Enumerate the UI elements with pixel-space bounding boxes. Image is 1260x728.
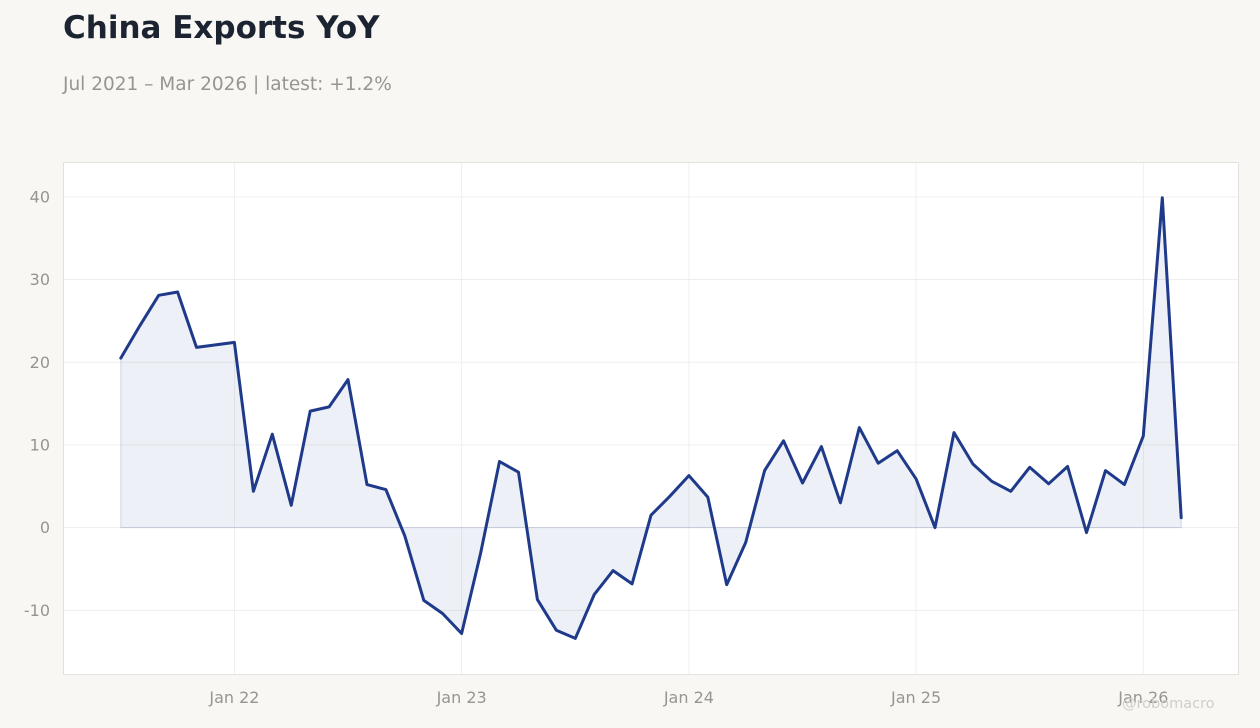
data-point <box>801 482 804 485</box>
y-tick-label: 0 <box>40 518 50 537</box>
data-point <box>119 357 122 360</box>
x-tick-label: Jan 26 <box>1117 688 1168 707</box>
data-point <box>460 632 463 635</box>
x-axis-ticks: Jan 22 Jan 23 Jan 24 Jan 25 Jan 26 <box>208 688 1168 707</box>
y-tick-label: 30 <box>30 270 50 289</box>
data-point <box>593 593 596 596</box>
data-point <box>422 599 425 602</box>
x-tick-label: Jan 22 <box>208 688 259 707</box>
x-tick-label: Jan 25 <box>890 688 941 707</box>
data-point <box>328 405 331 408</box>
grid-lines <box>64 163 1238 674</box>
data-point <box>347 378 350 381</box>
data-point <box>953 431 956 434</box>
data-point <box>195 346 198 349</box>
series-line-layer <box>119 196 1183 640</box>
data-point <box>1142 434 1145 437</box>
data-point <box>896 449 899 452</box>
data-point <box>934 526 937 529</box>
plot-area <box>63 162 1239 675</box>
data-point <box>517 471 520 474</box>
x-tick-label: Jan 23 <box>436 688 487 707</box>
data-point <box>157 294 160 297</box>
data-point <box>1066 465 1069 468</box>
data-point <box>536 598 539 601</box>
data-point <box>763 469 766 472</box>
data-point <box>668 495 671 498</box>
data-point <box>650 514 653 517</box>
data-point <box>706 496 709 499</box>
data-point <box>479 552 482 555</box>
data-point <box>839 501 842 504</box>
data-point <box>915 477 918 480</box>
data-point <box>1028 466 1031 469</box>
watermark: @robomacro <box>1122 696 1215 712</box>
data-point <box>612 569 615 572</box>
data-point <box>271 433 274 436</box>
data-point <box>384 488 387 491</box>
data-point <box>574 637 577 640</box>
data-point <box>820 445 823 448</box>
data-point <box>290 504 293 507</box>
y-tick-label: 40 <box>30 187 50 206</box>
data-point <box>1180 516 1183 519</box>
data-point <box>1085 531 1088 534</box>
data-point <box>555 629 558 632</box>
data-point <box>858 426 861 429</box>
y-tick-label: 20 <box>30 353 50 372</box>
data-point <box>138 324 141 327</box>
data-point <box>233 341 236 344</box>
chart-subtitle: Jul 2021 – Mar 2026 | latest: +1.2% <box>63 74 392 95</box>
data-point <box>990 480 993 483</box>
data-point <box>725 583 728 586</box>
data-point <box>366 483 369 486</box>
x-tick-label: Jan 24 <box>663 688 714 707</box>
data-point <box>441 612 444 615</box>
data-point <box>971 463 974 466</box>
data-point <box>214 343 217 346</box>
data-point <box>498 460 501 463</box>
data-point <box>176 291 179 294</box>
data-point <box>687 474 690 477</box>
data-point <box>744 541 747 544</box>
data-point <box>782 439 785 442</box>
data-point <box>252 490 255 493</box>
y-axis-ticks: -10 0 10 20 30 40 <box>24 187 50 619</box>
data-point <box>1123 483 1126 486</box>
series-line <box>119 196 1183 640</box>
y-tick-label: -10 <box>24 601 50 620</box>
data-point <box>309 410 312 413</box>
data-point <box>631 582 634 585</box>
data-point <box>1104 469 1107 472</box>
data-point <box>1009 490 1012 493</box>
chart-title: China Exports YoY <box>63 10 380 46</box>
y-tick-label: 10 <box>30 435 50 454</box>
data-point <box>1161 196 1164 199</box>
data-point <box>403 534 406 537</box>
data-point <box>877 462 880 465</box>
data-point <box>1047 482 1050 485</box>
